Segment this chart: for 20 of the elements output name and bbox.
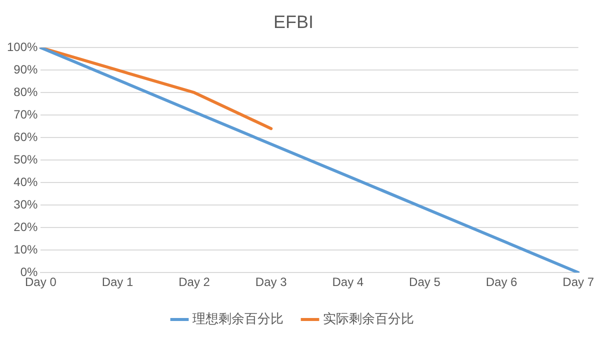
- x-tick-label: Day 4: [332, 275, 364, 290]
- x-tick-label: Day 3: [255, 275, 288, 290]
- chart-title: EFBI: [273, 12, 314, 32]
- x-tick-label: Day 1: [102, 275, 134, 290]
- y-tick-label: 40%: [14, 174, 38, 189]
- legend-label: 理想剩余百分比: [192, 311, 284, 326]
- y-tick-label: 60%: [14, 130, 38, 144]
- y-tick-label: 10%: [14, 242, 38, 256]
- x-tick-label: Day 2: [178, 275, 210, 290]
- x-tick-label: Day 5: [409, 275, 441, 290]
- x-tick-label: Day 6: [486, 275, 518, 290]
- x-tick-label: Day 7: [562, 275, 594, 290]
- y-tick-label: 50%: [14, 152, 38, 166]
- y-tick-label: 80%: [14, 84, 38, 99]
- y-tick-label: 20%: [14, 220, 38, 234]
- y-tick-label: 100%: [6, 40, 38, 54]
- legend-label: 实际剩余百分比: [323, 311, 414, 326]
- y-tick-label: 70%: [14, 107, 38, 122]
- y-tick-label: 90%: [14, 62, 38, 76]
- y-tick-label: 30%: [14, 197, 38, 212]
